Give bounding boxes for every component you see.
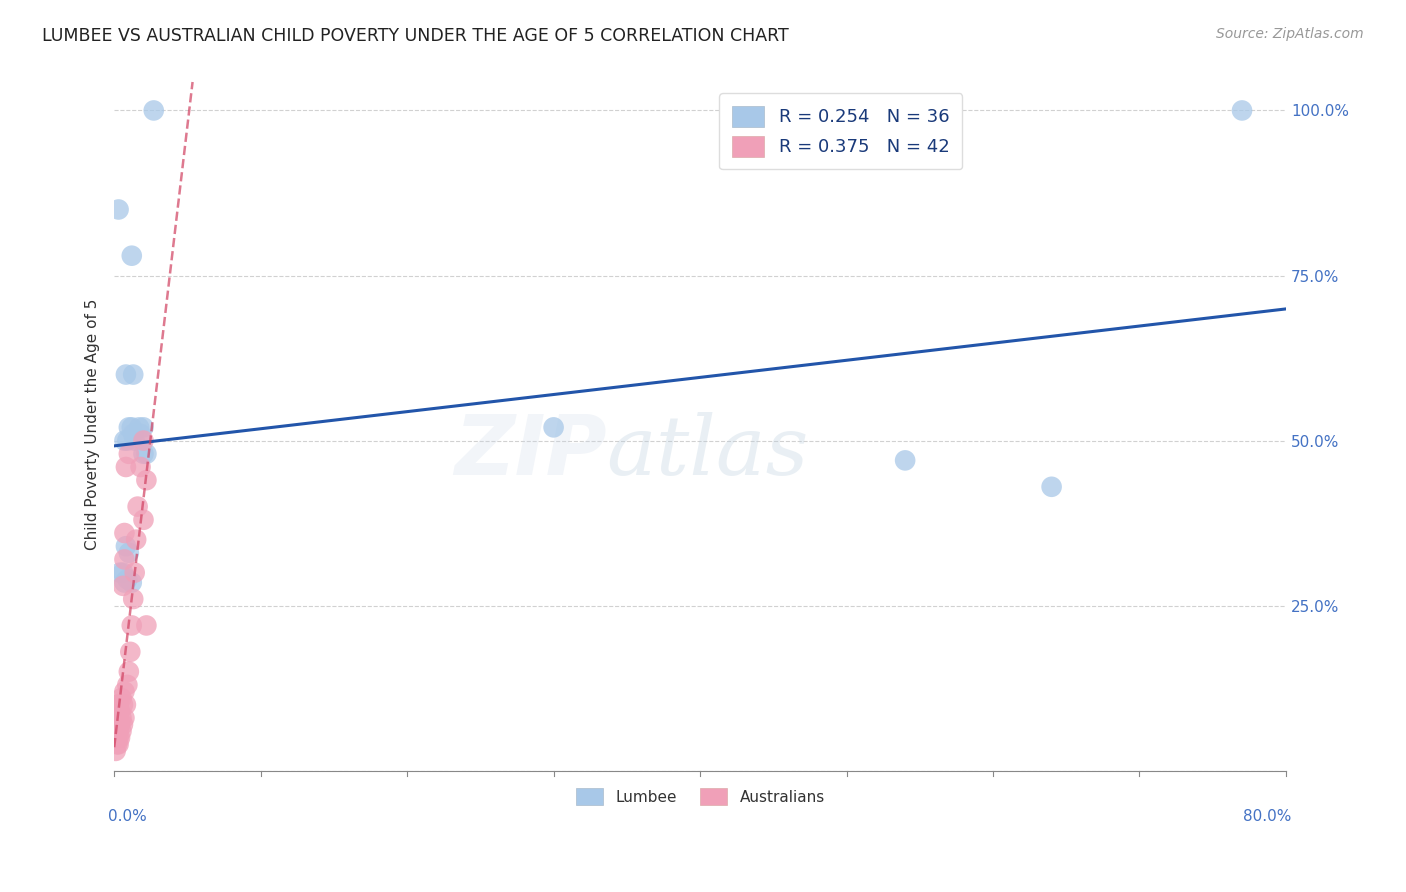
Point (105, 737, 128, 751)
Point (107, 711, 129, 725)
Point (108, 704, 131, 718)
Text: LUMBEE VS AUSTRALIAN CHILD POVERTY UNDER THE AGE OF 5 CORRELATION CHART: LUMBEE VS AUSTRALIAN CHILD POVERTY UNDER… (42, 27, 789, 45)
Point (132, 434, 155, 448)
Point (111, 717, 134, 731)
Point (122, 592, 145, 607)
Point (108, 566, 131, 580)
Point (107, 202, 129, 217)
Point (127, 500, 149, 514)
Point (132, 513, 155, 527)
Point (118, 447, 141, 461)
Point (114, 684, 136, 698)
Point (118, 546, 141, 560)
Point (117, 434, 139, 448)
Point (132, 447, 155, 461)
Point (107, 698, 129, 712)
Point (135, 618, 157, 632)
Point (122, 427, 145, 442)
Point (114, 711, 136, 725)
Point (121, 249, 143, 263)
Text: Source: ZipAtlas.com: Source: ZipAtlas.com (1216, 27, 1364, 41)
Point (115, 368, 138, 382)
Point (122, 368, 145, 382)
Point (111, 566, 134, 580)
Point (117, 572, 139, 586)
Point (118, 665, 141, 679)
Point (114, 552, 136, 566)
Point (115, 460, 138, 475)
Point (104, 704, 127, 718)
Point (104, 744, 127, 758)
Point (104, 731, 127, 745)
Point (110, 724, 132, 739)
Point (125, 533, 148, 547)
Point (124, 566, 146, 580)
Point (1040, 480, 1063, 494)
Point (132, 420, 155, 434)
Text: ZIP: ZIP (454, 411, 606, 492)
Point (108, 717, 131, 731)
Point (114, 526, 136, 541)
Point (142, 103, 165, 118)
Y-axis label: Child Poverty Under the Age of 5: Child Poverty Under the Age of 5 (86, 299, 100, 549)
Point (110, 711, 132, 725)
Point (124, 434, 146, 448)
Text: 80.0%: 80.0% (1243, 809, 1292, 824)
Point (120, 645, 142, 659)
Point (129, 427, 152, 442)
Point (114, 434, 136, 448)
Point (107, 731, 129, 745)
Point (128, 420, 150, 434)
Point (115, 539, 138, 553)
Point (104, 717, 127, 731)
Point (121, 420, 143, 434)
Text: atlas: atlas (606, 412, 808, 491)
Point (110, 691, 132, 706)
Point (135, 473, 157, 487)
Point (543, 420, 565, 434)
Legend: Lumbee, Australians: Lumbee, Australians (569, 781, 831, 812)
Point (894, 453, 917, 467)
Point (115, 698, 138, 712)
Point (111, 579, 134, 593)
Text: 0.0%: 0.0% (108, 809, 148, 824)
Point (105, 711, 128, 725)
Point (108, 731, 131, 745)
Point (121, 618, 143, 632)
Point (117, 678, 139, 692)
Point (129, 460, 152, 475)
Point (121, 575, 143, 590)
Point (135, 447, 157, 461)
Point (118, 420, 141, 434)
Point (114, 575, 136, 590)
Point (105, 724, 128, 739)
Point (107, 724, 129, 739)
Point (111, 698, 134, 712)
Point (105, 698, 128, 712)
Point (1230, 103, 1253, 118)
Point (107, 737, 129, 751)
